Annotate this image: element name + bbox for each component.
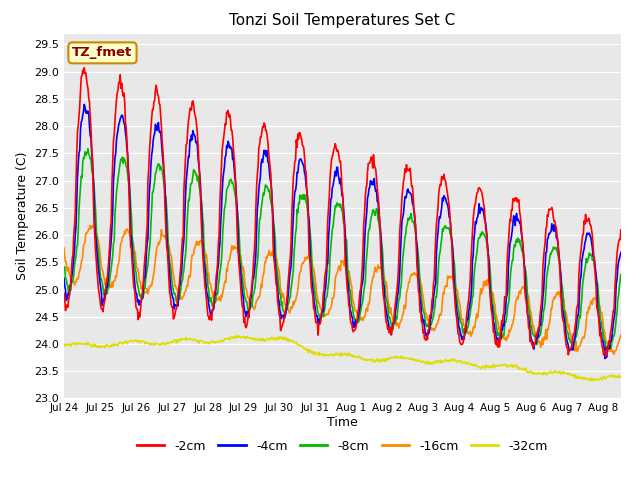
Legend: -2cm, -4cm, -8cm, -16cm, -32cm: -2cm, -4cm, -8cm, -16cm, -32cm xyxy=(132,435,553,458)
Y-axis label: Soil Temperature (C): Soil Temperature (C) xyxy=(16,152,29,280)
Text: TZ_fmet: TZ_fmet xyxy=(72,47,132,60)
X-axis label: Time: Time xyxy=(327,416,358,429)
Title: Tonzi Soil Temperatures Set C: Tonzi Soil Temperatures Set C xyxy=(229,13,456,28)
